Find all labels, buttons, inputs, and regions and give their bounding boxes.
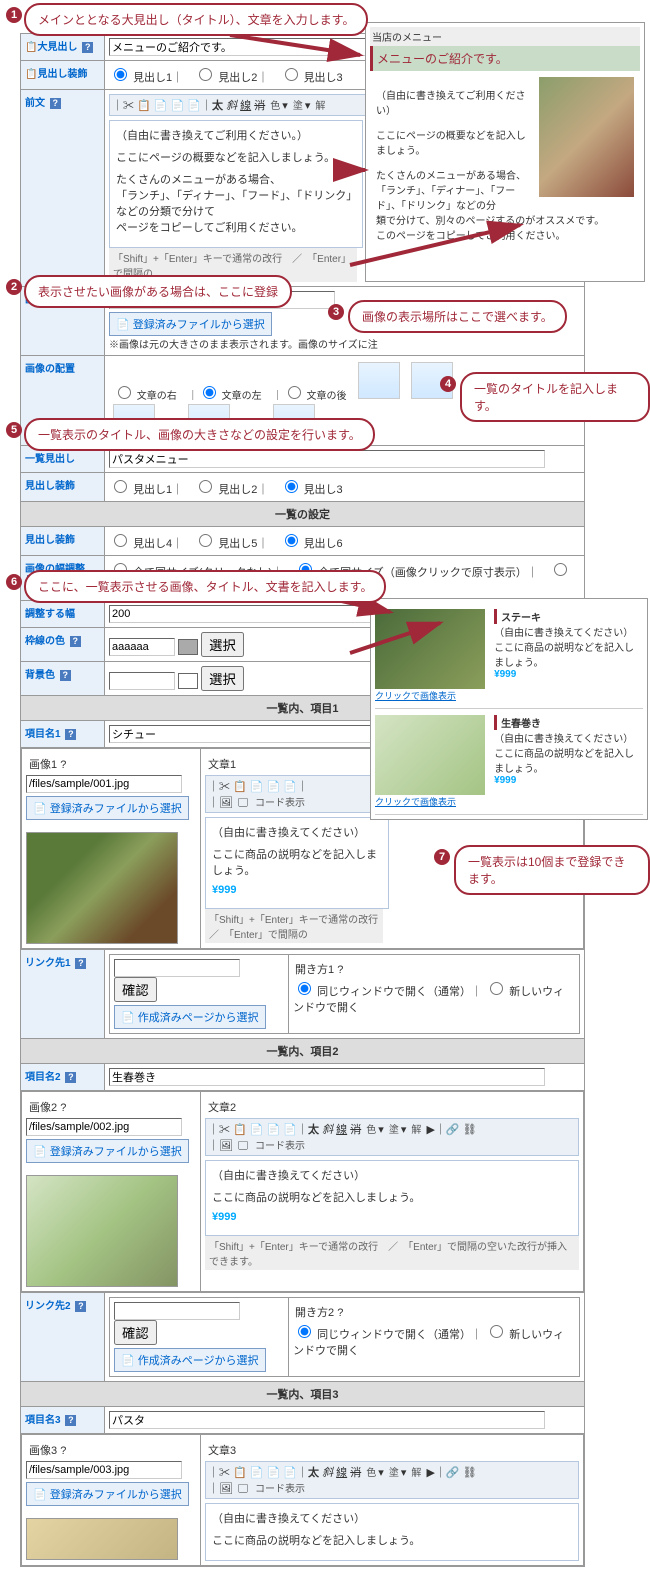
swatch-line [178, 639, 198, 655]
input-img2[interactable] [26, 1118, 182, 1136]
radio-headdeco2[interactable]: 見出し1｜ 見出し2｜ 見出し3 [105, 473, 585, 502]
editor-preface[interactable]: （自由に書き換えてご利用ください。） ここにページの概要などを記入しましょう。 … [109, 120, 363, 248]
section-item3: 一覧内、項目3 [21, 1382, 585, 1407]
input-listtitle[interactable] [109, 450, 545, 468]
thumb-spring [375, 715, 485, 795]
label-linecolor: 枠線の色 ? [21, 628, 105, 662]
btn-regfile1[interactable]: 登録済みファイルから選択 [26, 796, 189, 820]
btn-select-color[interactable]: 選択 [201, 632, 244, 657]
input-item2[interactable] [109, 1068, 545, 1086]
btn-confirm2[interactable]: 確認 [114, 1320, 157, 1345]
btn-regfile3[interactable]: 登録済みファイルから選択 [26, 1482, 189, 1506]
section-item2: 一覧内、項目2 [21, 1039, 585, 1064]
input-link2[interactable] [114, 1302, 240, 1320]
label-link1: リンク先1 ? [21, 950, 105, 1039]
label-preface: 前文 ? [21, 90, 105, 287]
section-listset: 一覧の設定 [21, 502, 585, 527]
tb1[interactable]: ｜✂ 📋 📄 📄 📄｜｜🖼 ◻ コード表示 [205, 775, 381, 813]
btn-select-bg[interactable]: 選択 [201, 666, 244, 691]
food-img-2 [26, 1175, 178, 1287]
label-item2: 項目名2 ? [21, 1064, 105, 1091]
label-adjwidth: 調整する幅 [21, 601, 105, 628]
label-headdeco: 📋見出し装飾 [21, 61, 105, 90]
btn-regpage1[interactable]: 作成済みページから選択 [114, 1005, 266, 1029]
callout-5: 一覧表示のタイトル、画像の大きさなどの設定を行います。 [24, 418, 375, 451]
label-bgcolor: 背景色 ? [21, 662, 105, 696]
radio-win1s[interactable] [298, 982, 311, 995]
label-headdeco3: 見出し装飾 [21, 527, 105, 556]
callout-3: 画像の表示場所はここで選べます。 [348, 300, 567, 333]
btn-confirm1[interactable]: 確認 [114, 977, 157, 1002]
radio-win1n[interactable] [490, 982, 503, 995]
input-img3[interactable] [26, 1461, 182, 1479]
callout-7: 一覧表示は10個まで登録できます。 [454, 845, 650, 895]
label-headdeco2: 見出し装飾 [21, 473, 105, 502]
btn-regpage2[interactable]: 作成済みページから選択 [114, 1348, 266, 1372]
food-img-3 [26, 1518, 178, 1560]
swatch-bg [178, 673, 198, 689]
ed3[interactable]: （自由に書き換えてください）ここに商品の説明などを記入しましょう。 [205, 1503, 579, 1561]
ed2[interactable]: （自由に書き換えてください）ここに商品の説明などを記入しましょう。 ¥999 [205, 1160, 579, 1236]
radio-win2n[interactable] [490, 1325, 503, 1338]
callout-1: メインととなる大見出し（タイトル）、文章を入力します。 [24, 3, 368, 36]
callout-6: ここに、一覧表示させる画像、タイトル、文書を記入します。 [24, 570, 386, 603]
ed1[interactable]: （自由に書き換えてください）ここに商品の説明などを記入しましょう。 ¥999 [205, 817, 389, 909]
callout-4: 一覧のタイトルを記入します。 [460, 372, 650, 422]
radio-headdeco3[interactable]: 見出し4｜ 見出し5｜ 見出し6 [105, 527, 585, 556]
label-bighead: 📋大見出し ? [21, 34, 105, 61]
label-item3: 項目名3 ? [21, 1407, 105, 1434]
callout-2: 表示させたい画像がある場合は、ここに登録 [24, 275, 292, 308]
input-color[interactable] [109, 638, 175, 656]
radio-win2s[interactable] [298, 1325, 311, 1338]
btn-regfile[interactable]: 登録済みファイルから選択 [109, 312, 272, 336]
input-item3[interactable] [109, 1411, 545, 1429]
tb2[interactable]: ｜✂ 📋 📄 📄 📄｜太 斜 線 消 色▾ 塗▾ 解 ▶｜🔗 ⛓｜🖼 ◻ コード… [205, 1118, 579, 1156]
label-link2: リンク先2 ? [21, 1293, 105, 1382]
preview-image [539, 77, 634, 197]
label-item1: 項目名1 ? [21, 721, 105, 748]
input-bgcolor[interactable] [109, 672, 175, 690]
input-link1[interactable] [114, 959, 240, 977]
btn-regfile2[interactable]: 登録済みファイルから選択 [26, 1139, 189, 1163]
input-img1[interactable] [26, 775, 182, 793]
img-note: ※画像は元の大きさのまま表示されます。画像のサイズに注 [109, 340, 378, 351]
food-img-1 [26, 832, 178, 944]
tb3[interactable]: ｜✂ 📋 📄 📄 📄｜太 斜 線 消 色▾ 塗▾ 解 ▶｜🔗 ⛓｜🖼 ◻ コード… [205, 1461, 579, 1499]
